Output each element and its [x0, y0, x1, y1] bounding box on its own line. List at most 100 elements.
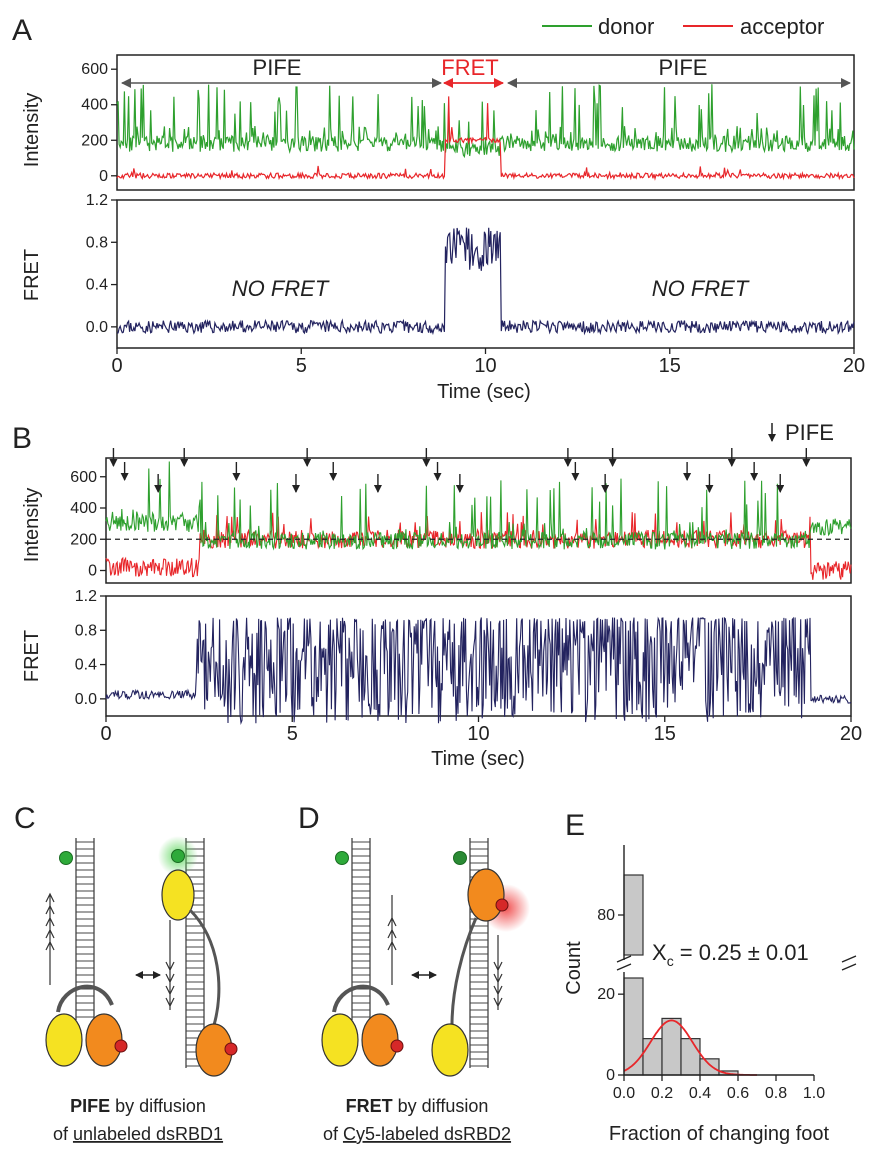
dsrbd1-c-left	[45, 1013, 83, 1067]
xtick-label: 10	[467, 723, 489, 745]
acceptor-dye-d-right	[495, 898, 509, 912]
legend-donor-label: donor	[598, 14, 654, 39]
ytick-label: 0	[88, 563, 97, 580]
acceptor-dye-c-left	[114, 1039, 128, 1053]
panel-d-caption-bold: FRET	[346, 1096, 393, 1116]
panel-b-top-yticks: 600 400 200 0	[70, 469, 106, 580]
panel-c-caption-line2: of unlabeled dsRBD1	[53, 1124, 223, 1144]
panel-e-annotation-sub: c	[667, 953, 674, 969]
panel-a-acceptor-trace	[116, 96, 855, 181]
panel-e-annotation-rest: = 0.25 ± 0.01	[674, 940, 809, 965]
panel-c-caption-underlined: unlabeled dsRBD1	[73, 1124, 223, 1144]
panel-a-xlabel: Time (sec)	[437, 381, 531, 403]
ytick-label: 0.0	[75, 691, 97, 708]
acceptor-dye-d-left	[390, 1039, 404, 1053]
panel-e-xlabel: Fraction of changing foot	[609, 1123, 830, 1145]
nofret-left-label: NO FRET	[232, 276, 330, 301]
panel-b-label: B	[12, 422, 32, 455]
histogram-bar-upper	[623, 874, 644, 956]
donor-dye-c-right	[171, 849, 185, 863]
xtick-label: 0.4	[689, 1085, 711, 1102]
ytick-label: 400	[70, 500, 97, 517]
dsrbd2-d-left	[361, 1013, 399, 1067]
panel-a-bottom-yticks: 1.2 0.8 0.4 0.0	[86, 192, 117, 336]
legend-acceptor-label: acceptor	[740, 14, 824, 39]
panel-d-caption-underlined: Cy5-labeled dsRBD2	[343, 1124, 511, 1144]
xtick-label: 0.6	[727, 1085, 749, 1102]
xtick-label: 20	[843, 355, 865, 377]
panel-b-top-ylabel: Intensity	[21, 488, 43, 562]
panel-b-bottom-yticks: 1.2 0.8 0.4 0.0	[75, 588, 106, 708]
xtick-label: 1.0	[803, 1085, 825, 1102]
ytick-label: 0.8	[86, 234, 108, 251]
ytick-label: 1.2	[75, 588, 97, 605]
panel-a-label: A	[12, 14, 32, 47]
panel-b-donor-trace	[105, 461, 852, 551]
panel-a-bottom-ylabel: FRET	[21, 249, 43, 301]
axis-break-right	[841, 955, 857, 971]
ytick-label: 0.4	[75, 657, 97, 674]
ytick-label: 0.8	[75, 622, 97, 639]
panel-b-top-traces	[105, 461, 852, 580]
panel-d-schematic	[321, 838, 530, 1077]
donor-dye-d-left	[335, 851, 349, 865]
panel-a-bottom-frame	[116, 199, 855, 349]
nofret-right-label: NO FRET	[652, 276, 750, 301]
xtick-label: 5	[287, 723, 298, 745]
panel-e-histogram: 0 20 80 0.0 0.2 0.4 0.6 0.8 1.0	[597, 845, 857, 1102]
ytick-label: 600	[81, 61, 108, 78]
ytick-label: 1.2	[86, 192, 108, 209]
panel-e-label: E	[565, 809, 585, 842]
dsrbd1-c-right	[161, 869, 195, 921]
panel-b-xticks: 0 5 10 15 20	[100, 716, 862, 745]
panel-b-bottom-ylabel: FRET	[21, 630, 43, 682]
dna-ladder-d-left	[351, 838, 371, 1020]
ytick-label: 200	[81, 132, 108, 149]
fret-label: FRET	[441, 55, 498, 80]
donor-dye-c-left	[59, 851, 73, 865]
histogram-bar	[642, 1038, 663, 1076]
panel-e-annotation-x: X	[652, 940, 667, 965]
xtick-label: 20	[840, 723, 862, 745]
xtick-label: 15	[654, 723, 676, 745]
panel-d-caption-line2: of Cy5-labeled dsRBD2	[323, 1124, 511, 1144]
panel-a-fret-trace	[116, 227, 855, 336]
dsrbd1-d-right	[431, 1023, 469, 1077]
histogram-bar	[699, 1058, 720, 1076]
xtick-label: 0	[111, 355, 122, 377]
panel-c-schematic	[45, 836, 238, 1077]
panel-c-label: C	[14, 802, 36, 835]
ytick-label: 20	[597, 986, 615, 1003]
xtick-label: 0.0	[613, 1085, 635, 1102]
panel-a-top-frame	[116, 54, 855, 191]
panel-b-xlabel: Time (sec)	[431, 748, 525, 770]
xtick-label: 0	[100, 723, 111, 745]
xtick-label: 15	[659, 355, 681, 377]
xtick-label: 5	[296, 355, 307, 377]
ytick-label: 600	[70, 469, 97, 486]
dsrbd1-d-left	[321, 1013, 359, 1067]
xtick-label: 10	[474, 355, 496, 377]
pife-right-label: PIFE	[659, 55, 708, 80]
panel-c-caption-line1: PIFE by diffusion	[70, 1096, 206, 1116]
panel-a-donor-trace	[116, 84, 855, 159]
panel-a-top-yticks: 600 400 200 0	[81, 61, 117, 185]
ytick-label: 80	[597, 907, 615, 924]
panel-b-fret-trace	[105, 616, 852, 725]
panel-c-caption-bold: PIFE	[70, 1096, 110, 1116]
panel-d-caption-pre: of	[323, 1124, 343, 1144]
panel-d-label: D	[298, 802, 320, 835]
panel-a-bottom-trace	[116, 227, 855, 336]
xtick-label: 0.8	[765, 1085, 787, 1102]
dna-ladder-c-left	[75, 838, 95, 1020]
histogram-bar	[623, 977, 644, 1076]
ytick-label: 400	[81, 97, 108, 114]
dsrbd2-d-right	[467, 868, 505, 922]
panel-c-caption-pre: of	[53, 1124, 73, 1144]
xtick-label: 0.2	[651, 1085, 673, 1102]
panel-b-pife-arrows	[109, 448, 811, 493]
panel-d-caption-rest: by diffusion	[393, 1096, 489, 1116]
ytick-label: 200	[70, 531, 97, 548]
donor-dye-d-right	[453, 851, 467, 865]
